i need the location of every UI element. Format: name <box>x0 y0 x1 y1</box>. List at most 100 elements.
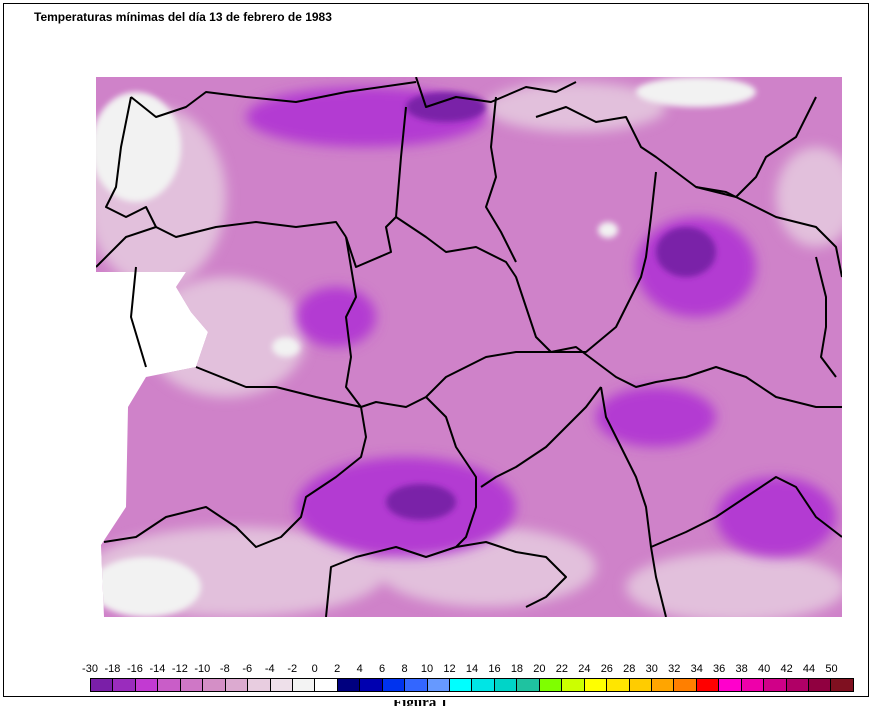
legend-swatch <box>764 679 787 691</box>
legend-swatch <box>203 679 226 691</box>
legend-swatch <box>809 679 832 691</box>
legend-label: 24 <box>578 663 591 675</box>
border-line <box>650 476 842 548</box>
very-cold-zone-iberian <box>656 227 716 277</box>
legend-swatch <box>674 679 697 691</box>
province-borders <box>96 77 842 617</box>
border-line <box>415 77 577 108</box>
legend-label: 44 <box>802 663 816 675</box>
legend-label: -2 <box>287 663 298 675</box>
legend-swatch <box>696 679 720 691</box>
legend-swatch <box>427 679 450 691</box>
legend-label: -14 <box>149 663 166 675</box>
border-line <box>550 346 842 408</box>
border-line <box>395 216 552 353</box>
legend-swatch <box>360 679 383 691</box>
legend-swatch <box>651 679 675 691</box>
legend-label: 2 <box>334 663 341 675</box>
border-line <box>155 221 347 238</box>
cold-zone-center-north <box>296 287 376 347</box>
legend-swatch <box>180 679 204 691</box>
legend-swatch <box>135 679 159 691</box>
snow-zone-north <box>636 77 756 107</box>
legend-label: 34 <box>690 663 703 675</box>
legend-swatch <box>719 679 742 691</box>
legend-label: 38 <box>735 663 748 675</box>
legend-label: 18 <box>510 663 524 675</box>
legend-label: 36 <box>713 663 726 675</box>
legend-label: 20 <box>533 663 546 675</box>
legend-swatch <box>113 679 136 691</box>
border-line <box>195 351 551 408</box>
legend-swatch <box>607 679 630 691</box>
legend-label: -30 <box>82 663 98 675</box>
border-line <box>815 256 837 378</box>
legend-swatch <box>225 679 249 691</box>
border-line <box>695 186 842 278</box>
border-line <box>325 396 477 617</box>
border-line <box>480 386 602 488</box>
legend-label: 16 <box>488 663 501 675</box>
border-line <box>345 106 407 268</box>
legend-label: -4 <box>264 663 275 675</box>
legend-swatch <box>292 679 316 691</box>
legend-swatch <box>472 679 495 691</box>
legend-swatch <box>382 679 406 691</box>
legend-label: 42 <box>780 663 793 675</box>
border-line <box>535 96 817 198</box>
legend-label: -12 <box>171 663 188 675</box>
border-line <box>485 96 517 263</box>
border-line <box>96 96 157 268</box>
figure-caption: Figura 1 <box>393 700 448 706</box>
border-line <box>551 171 657 353</box>
legend-swatch <box>158 679 181 691</box>
very-cold-zone-sierra <box>386 484 456 520</box>
legend-swatch <box>517 679 540 691</box>
legend-label: 26 <box>600 663 613 675</box>
snow-spot-center <box>272 337 300 357</box>
legend-swatch <box>741 679 765 691</box>
legend-label: 12 <box>443 663 456 675</box>
legend-label: -16 <box>126 663 143 675</box>
legend-color-bar <box>90 678 854 692</box>
temperature-map <box>96 77 842 617</box>
mild-zone-southeast <box>626 552 842 617</box>
legend-label: -8 <box>219 663 230 675</box>
cold-zone-east-mid <box>596 387 716 447</box>
very-cold-zone-north <box>406 92 486 122</box>
legend-label: 14 <box>465 663 479 675</box>
legend-label: 30 <box>645 663 658 675</box>
legend-swatch <box>405 679 428 691</box>
legend-label: 22 <box>555 663 568 675</box>
legend-swatch <box>786 679 809 691</box>
legend-swatch <box>494 679 518 691</box>
legend-swatch <box>584 679 608 691</box>
snow-zone-galicia <box>96 92 181 202</box>
border-line <box>600 386 667 617</box>
map-title: Temperaturas mínimas del día 13 de febre… <box>34 10 332 24</box>
legend-swatch <box>450 679 473 691</box>
border-line <box>103 406 367 548</box>
legend-label: 6 <box>379 663 386 675</box>
legend-labels: -30 -18 -16 -14 -12 -10 -8 -6 -4 -2 0 2 4 6 8 10 12 14 16 1… <box>80 663 870 677</box>
snow-spot-east <box>598 222 618 238</box>
legend-label: -10 <box>194 663 211 675</box>
legend-label: 0 <box>311 663 318 675</box>
legend-swatch <box>629 679 652 691</box>
legend-label: 28 <box>623 663 636 675</box>
cold-zone-southeast <box>716 477 836 557</box>
legend-swatch <box>91 679 114 691</box>
legend-label: 10 <box>420 663 434 675</box>
legend-swatch <box>270 679 293 691</box>
legend-label: -6 <box>242 663 253 675</box>
legend-swatch <box>248 679 271 691</box>
border-line <box>345 236 362 408</box>
legend-label: 8 <box>401 663 408 675</box>
legend-label: 50 <box>825 663 838 675</box>
legend-label: 32 <box>668 663 681 675</box>
border-line <box>455 541 567 608</box>
snow-zone-southwest <box>96 557 201 617</box>
legend-label: -18 <box>104 663 121 675</box>
legend-swatch <box>539 679 563 691</box>
border-line <box>130 81 417 118</box>
